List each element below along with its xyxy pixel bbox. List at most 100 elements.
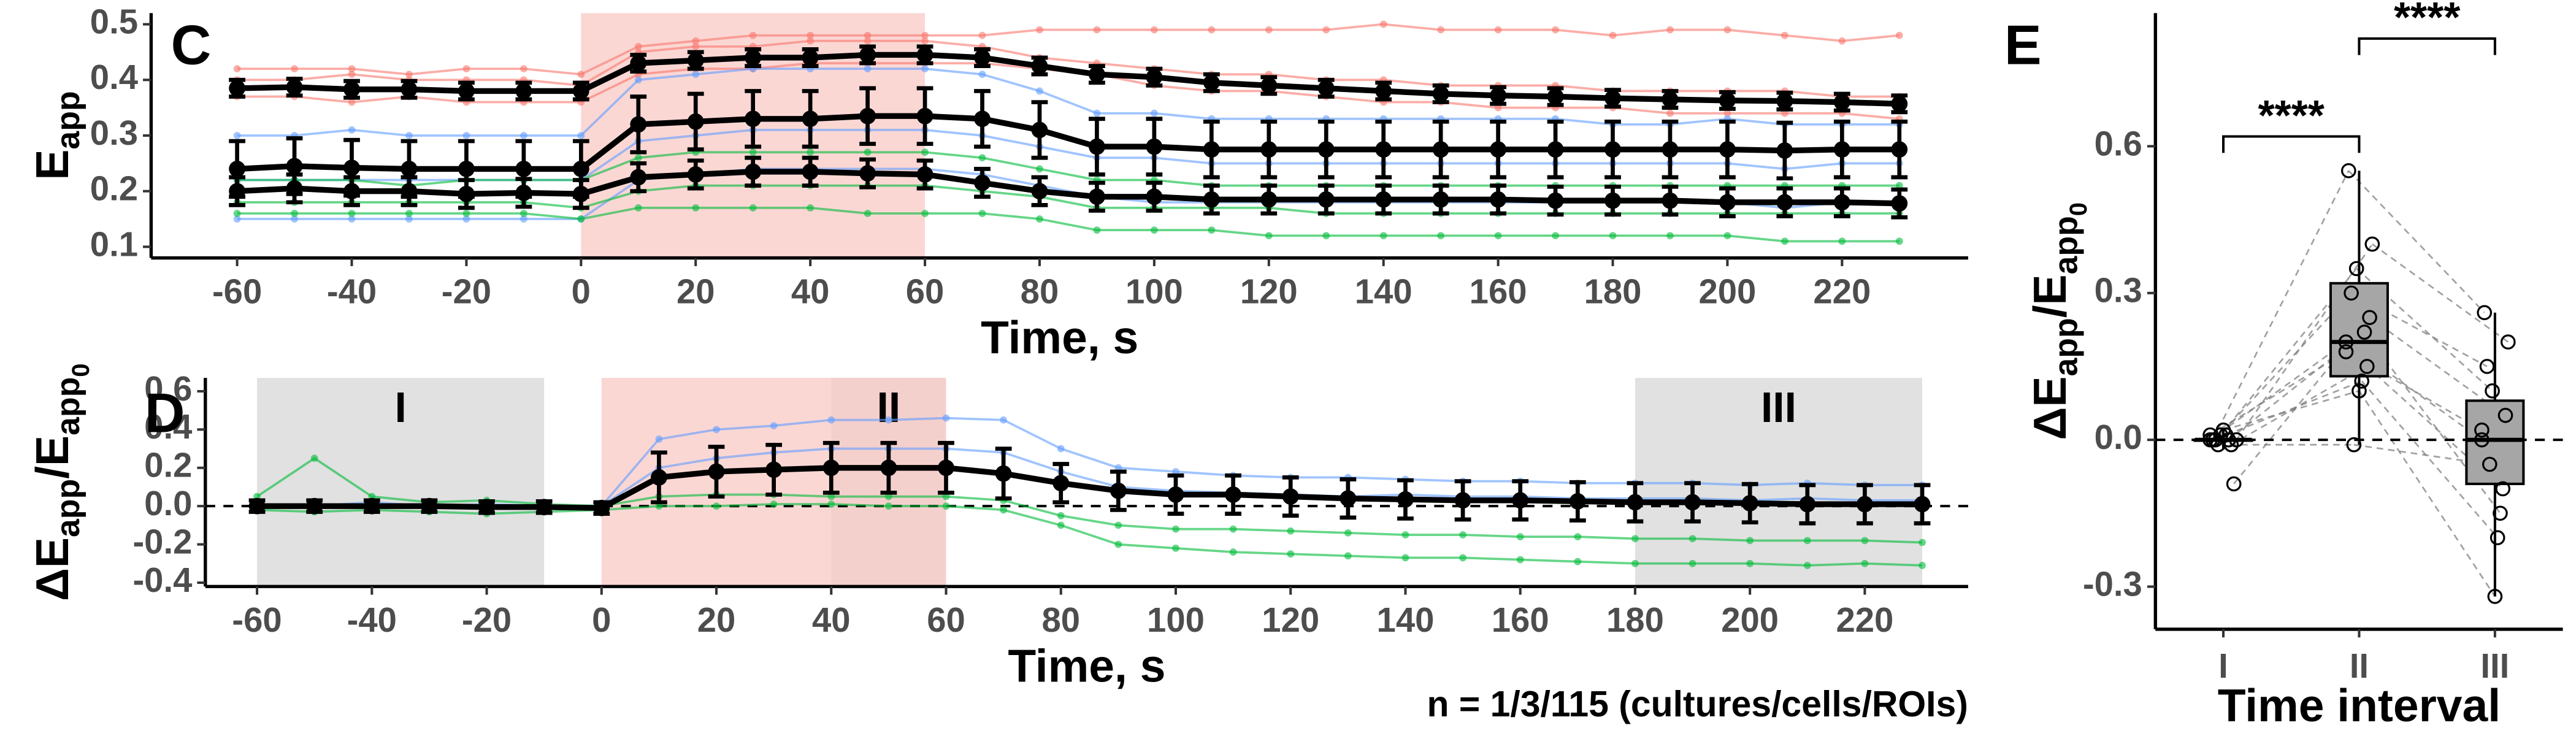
roi-point: [462, 215, 470, 223]
mean-point: [1914, 496, 1931, 513]
significance-bracket: [2221, 135, 2361, 153]
mean-point: [1432, 85, 1449, 102]
roi-point: [1609, 232, 1617, 240]
mean-point: [1375, 141, 1392, 158]
mean-point: [1203, 191, 1220, 208]
mean-point: [880, 459, 897, 477]
roi-point: [1229, 548, 1237, 556]
mean-point: [1662, 91, 1679, 108]
roi-line: [237, 39, 1899, 98]
paired-line: [2236, 243, 2373, 440]
interval-label: II: [877, 383, 901, 431]
roi-point: [233, 65, 241, 73]
x-tick-label: 120: [1240, 272, 1298, 310]
mean-point: [859, 107, 876, 125]
mean-point: [1547, 88, 1564, 105]
significance-bracket: [2358, 37, 2496, 55]
mean-point: [458, 185, 475, 202]
footnote: n = 1/3/115 (cultures/cells/ROIs): [1427, 684, 1968, 724]
x-tick-label: -20: [442, 272, 491, 310]
mean-point: [1317, 141, 1335, 158]
interval-label: I: [394, 383, 406, 431]
roi-point: [2348, 261, 2364, 277]
roi-point: [348, 98, 356, 106]
mean-point: [1490, 141, 1506, 158]
roi-line: [237, 207, 1899, 243]
mean-point: [1627, 494, 1644, 511]
mean-point: [1454, 492, 1471, 509]
paired-line: [2361, 380, 2499, 539]
paired-line: [2348, 170, 2485, 313]
mean-point: [995, 465, 1012, 482]
y-axis-title-part: 0: [2064, 202, 2092, 216]
roi-point: [1895, 182, 1903, 190]
y-axis-title-part: E: [26, 150, 78, 180]
mean-point: [1375, 191, 1392, 208]
roi-point: [291, 210, 298, 217]
roi-point: [1746, 559, 1754, 567]
roi-point: [921, 37, 929, 45]
roi-point: [1229, 525, 1237, 533]
roi-point: [2202, 427, 2218, 443]
mean-point: [401, 81, 418, 98]
y-axis-title-part: /E: [26, 435, 78, 479]
roi-point: [1150, 226, 1158, 234]
roi-point: [1208, 226, 1216, 234]
roi-point: [2352, 383, 2367, 399]
mean-point: [1891, 95, 1908, 112]
roi-point: [1666, 232, 1674, 240]
roi-point: [1516, 556, 1524, 564]
paired-line: [2209, 341, 2347, 441]
paired-line: [2215, 292, 2352, 441]
roi-point: [1459, 531, 1466, 539]
mean-point: [1031, 183, 1048, 200]
roi-point: [1723, 109, 1731, 117]
mean-point: [1857, 496, 1873, 513]
mean-point: [687, 52, 704, 69]
mean-point: [401, 183, 418, 200]
roi-point: [1287, 527, 1295, 535]
y-tick-label: -0.3: [2083, 564, 2142, 603]
roi-point: [921, 65, 929, 73]
mean-point: [343, 183, 360, 200]
mean-point: [802, 110, 819, 128]
roi-point: [978, 31, 986, 39]
mean-point: [343, 81, 360, 98]
interval-label: III: [1761, 383, 1796, 431]
x-tick-label: 160: [1492, 600, 1549, 639]
roi-point: [1172, 525, 1179, 533]
roi-point: [405, 210, 413, 217]
mean-point: [1052, 475, 1070, 492]
roi-point: [864, 148, 872, 156]
mean-point: [1397, 491, 1414, 508]
mean-point: [1110, 482, 1127, 499]
y-tick-label: 0.2: [144, 446, 192, 485]
mean-point: [708, 463, 725, 480]
roi-point: [1036, 87, 1043, 95]
mean-point: [515, 161, 532, 177]
significance-label: ****: [2258, 91, 2325, 139]
roi-point: [2356, 324, 2372, 340]
roi-point: [2340, 163, 2356, 178]
mean-point: [859, 47, 876, 63]
mean-point: [630, 55, 647, 72]
roi-point: [233, 210, 241, 217]
mean-line: [237, 52, 1899, 107]
roi-point: [233, 215, 241, 223]
roi-point: [827, 500, 835, 508]
mean-point: [1432, 141, 1449, 158]
mean-point: [1282, 488, 1299, 505]
roi-line: [256, 456, 1923, 544]
mean-point: [1719, 141, 1736, 158]
roi-point: [921, 148, 929, 156]
x-tick-label: 60: [927, 600, 965, 639]
x-tick-label: 200: [1698, 272, 1756, 310]
roi-point: [2346, 437, 2362, 453]
roi-point: [864, 210, 872, 217]
roi-point: [807, 37, 815, 45]
mean-point: [1776, 194, 1793, 211]
y-axis-title-part: /E: [2024, 274, 2076, 318]
mean-point: [1260, 77, 1278, 94]
